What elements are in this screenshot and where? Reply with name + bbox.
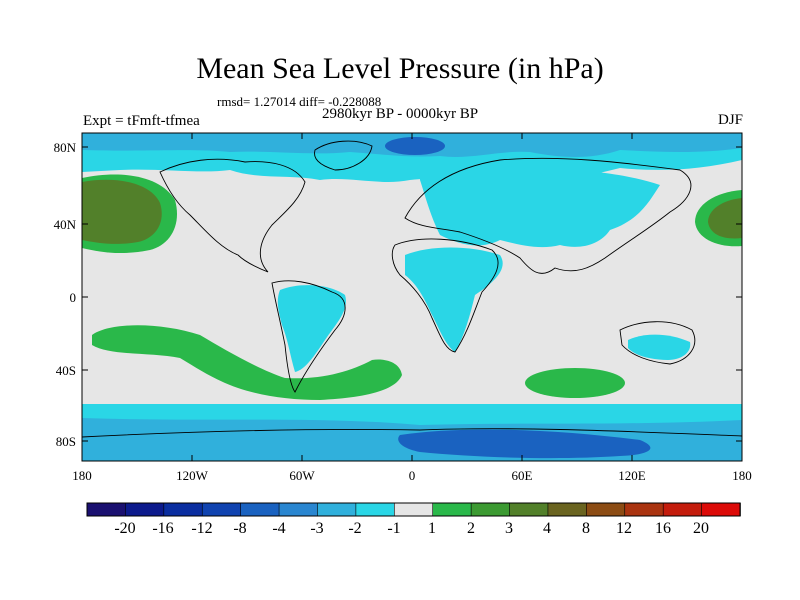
x-tick-120e: 120E [618,468,646,483]
y-tick-40n: 40N [53,217,76,232]
eurasia-negative-region [420,164,660,248]
season-label: DJF [717,112,743,128]
colorbar-label: 12 [616,520,632,537]
colorbar-swatch [201,502,242,517]
y-tick-0: 0 [69,290,77,305]
eurasia-coastline [404,157,692,274]
colorbar-label: 8 [582,520,590,537]
colorbar-swatch [547,502,588,517]
y-tick-80n: 80N [53,140,76,155]
x-tick-60w: 60W [289,468,315,483]
antarctic-low-core [398,429,651,459]
colorbar-label: 2 [467,520,475,537]
australia-negative-region [628,334,691,360]
colorbar-label: -12 [191,520,213,537]
colorbar-label: 1 [428,520,436,537]
colorbar-swatch [586,502,626,517]
north-america-coastline [159,158,306,273]
pressure-field [82,133,742,461]
colorbar-swatch [163,502,204,517]
x-tick-120w: 120W [176,468,208,483]
colorbar-swatch [240,502,280,517]
colorbar-label: -16 [152,520,174,537]
x-tick-180-left: 180 [72,468,92,483]
colorbar-label: -20 [114,520,136,537]
greenland-coastline [314,140,373,171]
x-tick-0: 0 [408,468,416,483]
axis-tick-marks [82,133,742,461]
map-title: Mean Sea Level Pressure (in hPa) [196,52,604,85]
colorbar-swatch [355,502,396,517]
colorbar-swatch [509,502,549,517]
colorbar-label: 3 [505,520,513,537]
antarctica-coastline [82,428,742,438]
colorbar-label: 16 [655,520,671,537]
colorbar-label: 4 [543,520,551,537]
australia-coastline [619,321,696,365]
experiment-label: Expt = tFmft-tfmea [83,113,200,129]
colorbar-swatch [624,502,664,517]
colorbar-swatch [278,502,319,517]
colorbar-swatch [701,502,741,517]
time-period-label: 2980kyr BP - 0000kyr BP [322,106,479,122]
y-tick-40s: 40S [55,363,76,378]
south-america-coastline [271,280,346,393]
africa-negative-region [405,247,503,352]
x-tick-180-right: 180 [732,468,752,483]
colorbar [86,502,741,517]
colorbar-label: -2 [348,520,362,537]
colorbar-swatch [86,502,127,517]
x-tick-60e: 60E [511,468,533,483]
africa-coastline [391,238,499,353]
colorbar-swatch [317,502,357,517]
colorbar-label: -1 [387,520,401,537]
y-tick-80s: 80S [55,434,76,449]
southern-high-belt [92,325,402,400]
coastlines [82,140,742,438]
colorbar-label: -3 [310,520,324,537]
indian-ocean-high [525,368,625,398]
colorbar-swatch [470,502,511,517]
rmsd-diff-stats: rmsd= 1.27014 diff= -0.228088 [217,94,382,109]
colorbar-swatch [393,502,434,517]
colorbar-frame [86,502,741,517]
arctic-low-core [385,137,445,155]
colorbar-label: -4 [272,520,286,537]
colorbar-swatch [125,502,165,517]
south-america-negative-region [277,285,346,372]
colorbar-label: -8 [233,520,247,537]
colorbar-swatch [432,502,472,517]
colorbar-swatch [662,502,703,517]
north-pacific-high-inner [82,179,162,244]
north-pacific-high-east-inner [708,198,742,239]
colorbar-label: 20 [693,520,709,537]
